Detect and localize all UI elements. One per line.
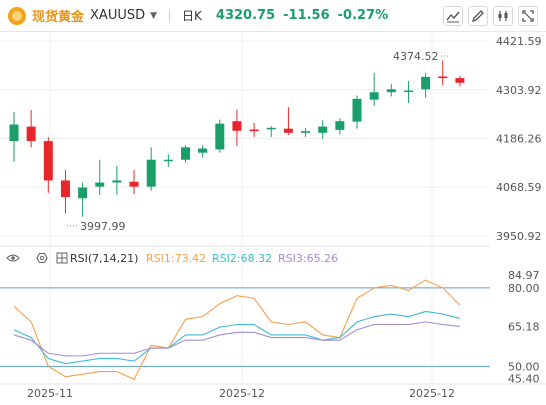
rsi-tick-label: 84.97	[508, 269, 540, 282]
candle-body	[129, 181, 139, 187]
candle-body	[438, 76, 448, 79]
rsi-line-1	[13, 279, 461, 381]
gold-price-chart[interactable]: 4421.59 4303.92 4186.26 4068.59 3950.92 4374…	[0, 32, 546, 405]
date-tick-label: 2025-12	[409, 387, 455, 400]
rsi-tick-label: 50.00	[508, 360, 540, 373]
candle-body	[403, 90, 413, 93]
settings-icon	[36, 252, 48, 264]
candlestick-series	[9, 60, 465, 217]
chevron-down-icon[interactable]: ▼	[150, 10, 158, 21]
candle-body	[249, 129, 259, 132]
candle-body	[43, 141, 53, 181]
price-change: -11.56	[283, 8, 330, 23]
rsi-line-2	[13, 310, 461, 365]
candle-body	[318, 126, 328, 133]
rsi-legend: RSI(7,14,21) RSI1:73.42 RSI2:68.32 RSI3:…	[6, 252, 338, 265]
rsi-tick-label: 80.00	[508, 282, 540, 295]
candle-body	[266, 127, 276, 130]
chart-grid	[0, 32, 490, 384]
candle-body	[26, 126, 36, 142]
candle-body	[146, 159, 156, 187]
candle-body	[198, 148, 208, 153]
rsi-tick-label: 65.18	[508, 321, 540, 334]
candle-body	[335, 121, 345, 130]
rsi-reference-lines	[0, 287, 490, 367]
candle-body	[301, 131, 311, 133]
last-price: 4320.75	[215, 8, 276, 23]
indicator-icon[interactable]	[493, 6, 513, 26]
rsi-line-3	[13, 321, 460, 357]
candle-body	[421, 76, 431, 90]
line-chart-icon[interactable]	[443, 6, 463, 26]
toolbar-buttons	[443, 6, 538, 26]
candle-body	[60, 180, 70, 198]
candle-body	[369, 92, 379, 100]
rsi2-value: RSI2:68.32	[212, 252, 272, 265]
rsi-tick-label: 45.40	[508, 372, 540, 385]
price-tick-label: 3950.92	[496, 230, 542, 243]
low-price-annotation: 3997.99	[67, 220, 126, 233]
high-price-annotation: 4374.52	[393, 50, 450, 63]
eye-icon	[6, 254, 20, 262]
candle-body	[352, 98, 362, 122]
candle-body	[181, 147, 190, 160]
rsi3-value: RSI3:65.26	[278, 252, 338, 265]
candle-body	[163, 159, 173, 162]
rsi-indicator-name: RSI(7,14,21)	[70, 252, 138, 265]
candle-body	[112, 180, 122, 183]
table-icon	[56, 252, 68, 264]
divider	[169, 8, 171, 23]
fullscreen-icon[interactable]	[518, 6, 538, 26]
price-axis: 4421.59 4303.92 4186.26 4068.59 3950.92	[496, 35, 542, 243]
price-tick-label: 4186.26	[496, 132, 542, 145]
candle-body	[455, 78, 465, 83]
chart-toolbar: 现货黄金 XAUUSD ▼ 日K 4320.75 -11.56 -0.27%	[0, 0, 546, 32]
date-axis: 2025-11 2025-12 2025-12	[0, 383, 546, 400]
candle-body	[95, 182, 105, 187]
instrument-name[interactable]: 现货黄金	[32, 10, 85, 25]
candle-body	[386, 89, 396, 93]
rsi1-value: RSI1:73.42	[146, 252, 206, 265]
price-tick-label: 4421.59	[496, 35, 542, 48]
price-tick-label: 4068.59	[496, 181, 542, 194]
candle-body	[232, 121, 242, 131]
date-tick-label: 2025-12	[219, 387, 265, 400]
low-price-label: 3997.99	[80, 220, 126, 233]
candle-body	[283, 128, 293, 133]
candle-body	[9, 124, 19, 142]
gold-coin-icon	[8, 6, 26, 25]
instrument-symbol[interactable]: XAUUSD	[90, 8, 146, 23]
period-selector[interactable]: 日K	[182, 9, 202, 23]
pencil-icon[interactable]	[468, 6, 488, 26]
high-price-label: 4374.52	[393, 50, 439, 63]
candle-body	[78, 187, 88, 199]
price-change-percent: -0.27%	[337, 8, 389, 23]
date-tick-label: 2025-11	[27, 387, 73, 400]
rsi-series	[13, 279, 461, 381]
price-tick-label: 4303.92	[496, 84, 542, 97]
candle-body	[215, 123, 225, 150]
